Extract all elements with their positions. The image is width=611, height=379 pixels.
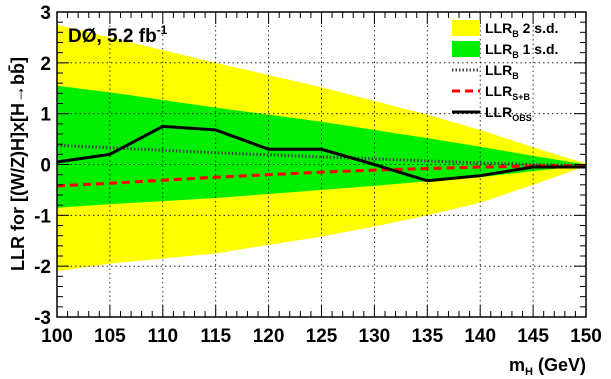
legend-swatch xyxy=(452,41,480,57)
legend-swatch xyxy=(452,20,480,36)
y-tick-label: -2 xyxy=(34,257,51,278)
axis-ticks xyxy=(56,11,587,318)
y-axis-label: LLR for [(W/Z)H]x[H→bb̄] xyxy=(8,57,28,271)
x-tick-label: 145 xyxy=(517,326,549,347)
legend-item-band2: LLRB 2 s.d. xyxy=(452,20,558,39)
series-llr-sb-line xyxy=(56,164,587,188)
legend-label: LLRS+B xyxy=(485,83,530,102)
y-tick-label: -1 xyxy=(34,206,51,227)
y-tick-label: 3 xyxy=(40,3,51,24)
plot-area xyxy=(56,11,587,318)
legend-label: LLRB 1 s.d. xyxy=(485,41,558,60)
legend-label: LLROBS xyxy=(485,104,532,123)
legend-item-llr_sb: LLRS+B xyxy=(452,83,530,102)
x-tick-label: 115 xyxy=(200,326,231,347)
series-llr-obs-line xyxy=(56,124,586,183)
legend-label: LLRB xyxy=(485,62,519,81)
y-tick-labels: -3 -2 -1 0 1 2 3 xyxy=(34,3,51,329)
grid-lines xyxy=(57,12,586,317)
x-tick-label: 120 xyxy=(253,326,285,347)
x-tick-label: 140 xyxy=(464,326,496,347)
x-tick-label: 105 xyxy=(94,326,126,347)
x-tick-label: 150 xyxy=(570,326,602,347)
x-tick-label: 135 xyxy=(411,326,443,347)
x-axis-label: mH (GeV) xyxy=(509,355,586,378)
experiment-annotation: DØ, 5.2 fb-1 xyxy=(68,23,168,47)
legend: LLRB 2 s.d. LLRB 1 s.d. LLRB LLRS+B LLROBS xyxy=(452,20,558,123)
x-tick-labels: 100 105 110 115 120 125 130 135 140 145 150 xyxy=(41,326,602,347)
y-tick-label: 0 xyxy=(40,156,51,177)
y-tick-label: 1 xyxy=(40,105,51,126)
x-tick-label: 125 xyxy=(306,326,338,347)
series-llr-b-line xyxy=(56,143,587,168)
y-tick-label: -3 xyxy=(34,308,51,329)
legend-label: LLRB 2 s.d. xyxy=(485,20,558,39)
legend-item-band1: LLRB 1 s.d. xyxy=(452,41,558,60)
x-tick-label: 110 xyxy=(147,326,178,347)
x-tick-label: 130 xyxy=(359,326,391,347)
x-tick-label: 100 xyxy=(41,326,73,347)
y-tick-label: 2 xyxy=(40,54,51,75)
legend-item-llr_b: LLRB xyxy=(452,62,519,81)
legend-item-llr_obs: LLROBS xyxy=(452,104,532,123)
